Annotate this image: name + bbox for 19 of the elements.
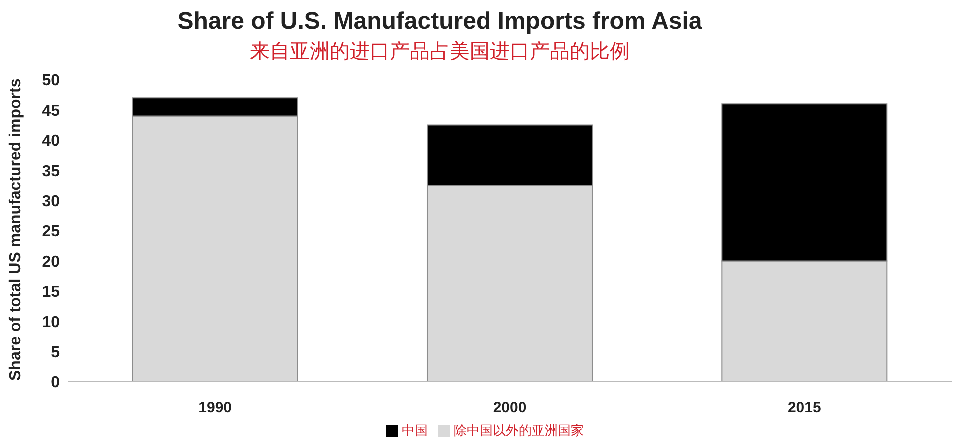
chart-title: Share of U.S. Manufactured Imports from Asia <box>176 8 704 37</box>
y-tick-label: 25 <box>42 224 60 241</box>
y-tick-label: 30 <box>42 193 60 210</box>
y-tick-label: 10 <box>42 314 60 332</box>
y-tick-label: 50 <box>42 72 60 90</box>
y-tick-label: 15 <box>42 284 60 302</box>
y-tick-label: 5 <box>51 344 60 362</box>
chart-subtitle: 来自亚洲的进口产品占美国进口产品的比例 <box>249 38 631 65</box>
legend-label: 中国 <box>402 424 428 439</box>
x-tick-label: 1990 <box>198 400 232 417</box>
y-axis-title: Share of total US manufactured imports <box>8 78 25 381</box>
x-tick-label: 2000 <box>493 400 527 417</box>
y-tick-label: 0 <box>51 374 60 392</box>
x-tick-label: 2015 <box>788 400 822 417</box>
y-tick-label: 40 <box>42 133 60 150</box>
y-tick-label: 35 <box>42 163 60 180</box>
y-tick-label: 20 <box>42 254 60 271</box>
legend-label: 除中国以外的亚洲国家 <box>454 424 584 439</box>
y-tick-label: 45 <box>42 102 60 120</box>
